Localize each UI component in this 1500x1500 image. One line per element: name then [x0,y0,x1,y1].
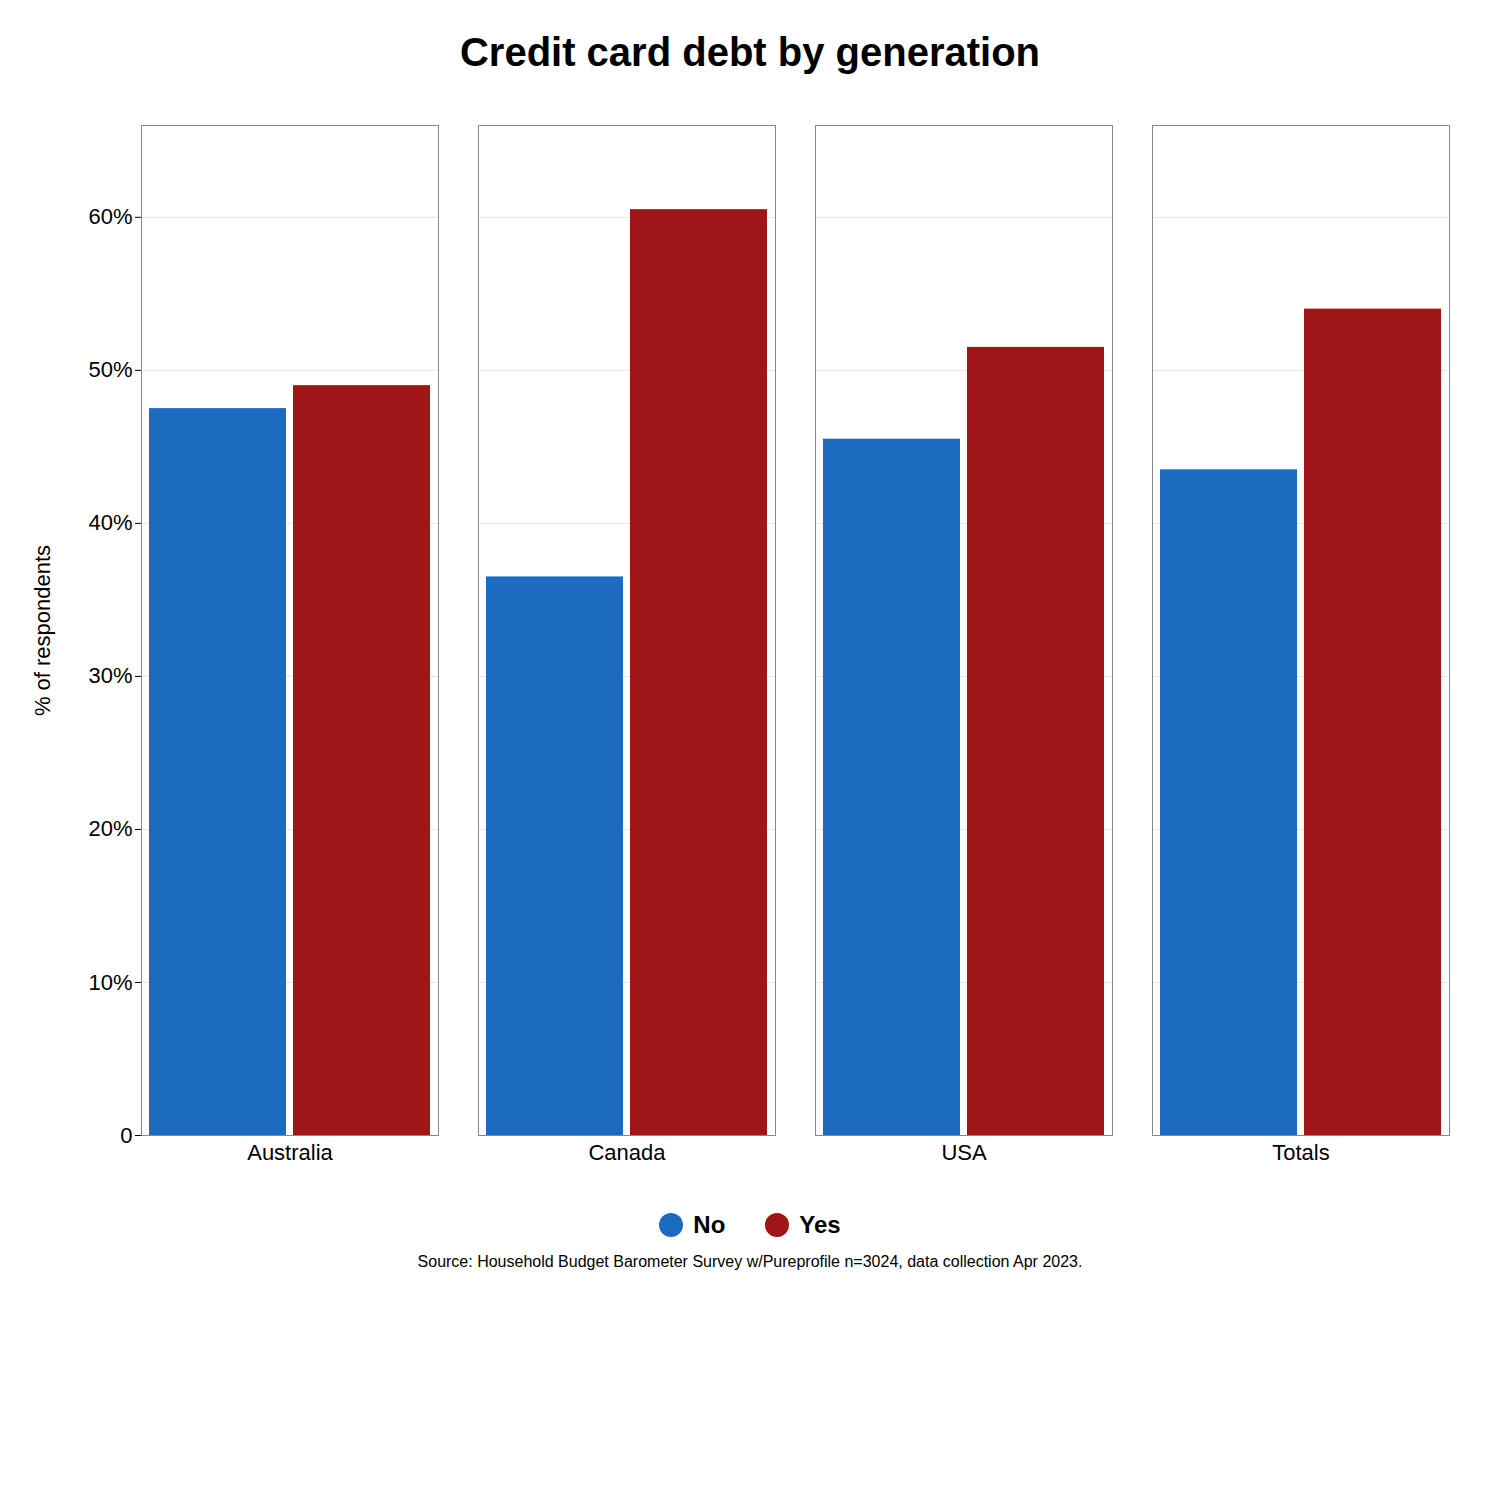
svg-text:40%: 40% [88,510,132,535]
svg-text:Australia: Australia [247,1140,333,1165]
svg-text:USA: USA [941,1140,987,1165]
svg-text:50%: 50% [88,357,132,382]
svg-text:30%: 30% [88,663,132,688]
svg-text:% of respondents: % of respondents [30,545,55,716]
svg-text:10%: 10% [88,970,132,995]
html-text:Yes: Yes [799,1211,841,1238]
svg-text:60%: 60% [88,204,132,229]
html-text:No: No [693,1211,726,1238]
html-text:Credit card debt by generation: Credit card debt by generation [459,30,1040,74]
svg-text:20%: 20% [88,816,132,841]
svg-text:Totals: Totals [1272,1140,1329,1165]
svg-text:0: 0 [120,1123,132,1148]
svg-text:Canada: Canada [588,1140,666,1165]
html-text:Source: Household Budget Barom: Source: Household Budget Barometer Surve… [417,1253,1083,1270]
